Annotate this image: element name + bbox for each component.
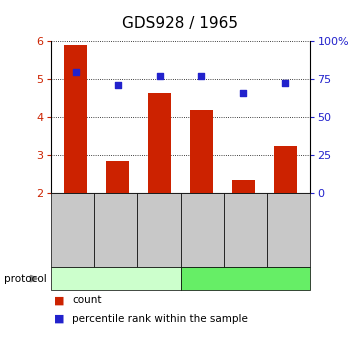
Point <box>157 73 162 78</box>
Text: GSM22097: GSM22097 <box>72 208 81 253</box>
Point <box>199 73 204 78</box>
Point <box>115 82 121 88</box>
Point <box>240 90 246 95</box>
Text: percentile rank within the sample: percentile rank within the sample <box>72 314 248 324</box>
Text: microgravity: microgravity <box>210 274 281 284</box>
Text: count: count <box>72 295 102 305</box>
Text: control: control <box>96 274 135 284</box>
Bar <box>106 161 129 193</box>
Text: GDS928 / 1965: GDS928 / 1965 <box>122 16 239 30</box>
Bar <box>274 146 297 193</box>
Bar <box>232 180 255 193</box>
Text: GSM22102: GSM22102 <box>289 208 298 253</box>
Point <box>73 69 79 75</box>
Text: protocol: protocol <box>4 274 46 284</box>
Text: ■: ■ <box>54 314 65 324</box>
Text: GSM22100: GSM22100 <box>202 208 211 253</box>
Text: GSM22098: GSM22098 <box>116 208 125 253</box>
Bar <box>64 45 87 193</box>
Text: GSM22099: GSM22099 <box>159 208 168 253</box>
Point <box>282 80 288 86</box>
Text: GSM22101: GSM22101 <box>245 208 255 253</box>
Bar <box>190 110 213 193</box>
Bar <box>148 92 171 193</box>
Text: ■: ■ <box>54 295 65 305</box>
